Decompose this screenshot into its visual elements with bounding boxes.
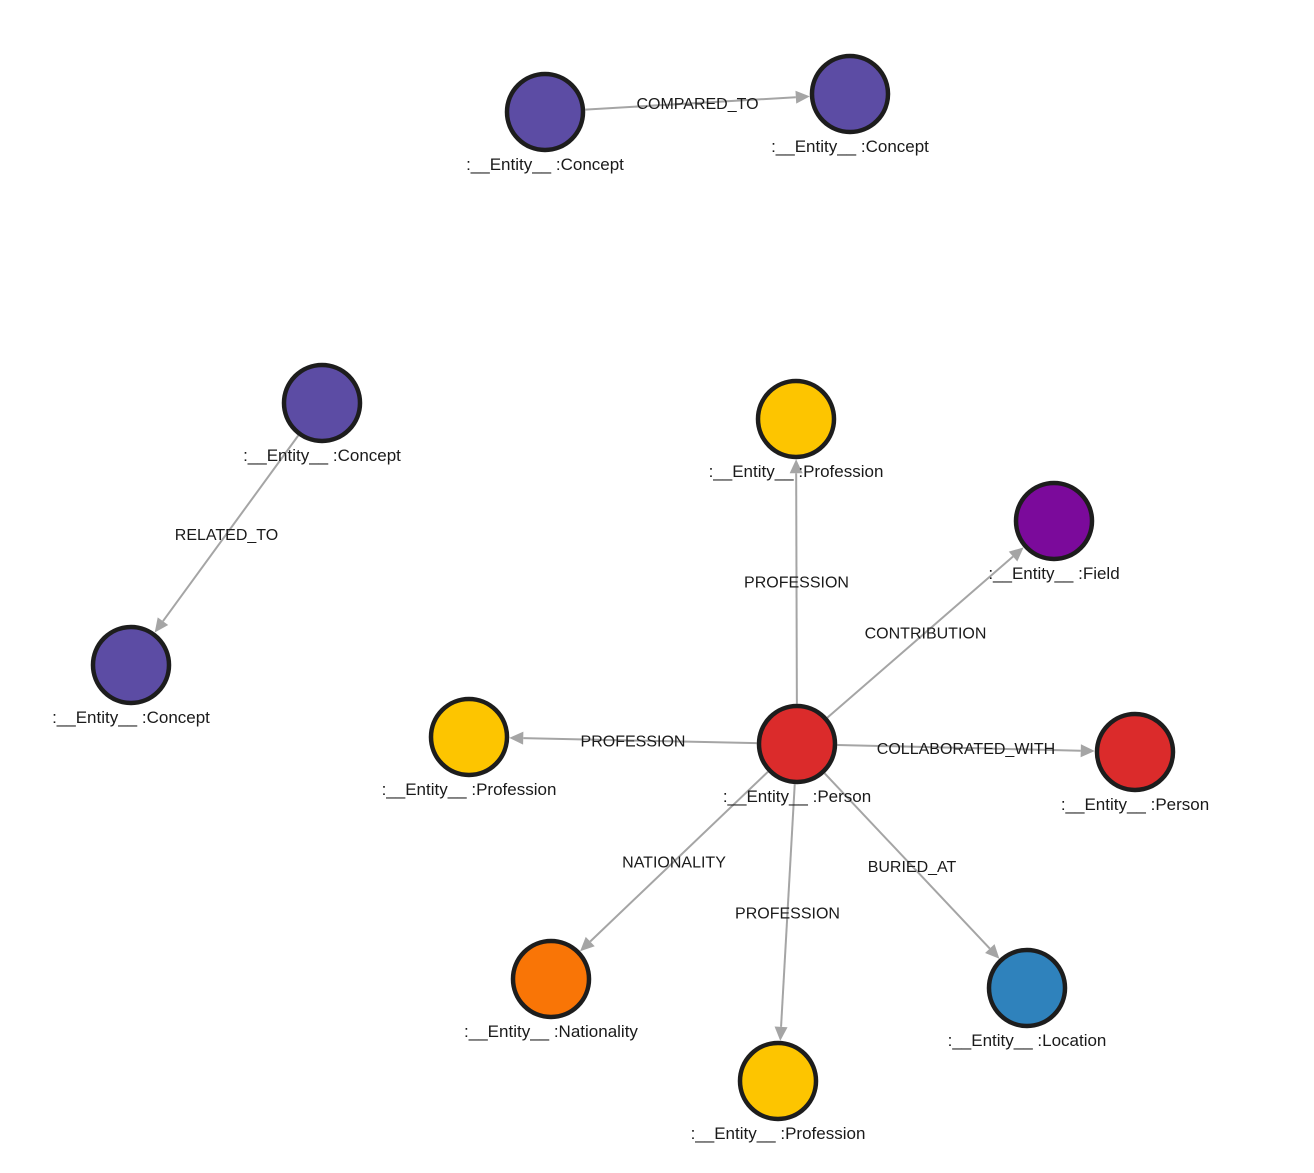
edge-label: RELATED_TO bbox=[175, 527, 278, 544]
node-label-profession-top: :__Entity__ :Profession bbox=[709, 462, 884, 481]
node-profession-bottom[interactable]: :__Entity__ :Profession bbox=[691, 1040, 866, 1143]
node-profession-left[interactable]: :__Entity__ :Profession bbox=[382, 696, 557, 799]
edge-line[interactable] bbox=[826, 555, 1014, 719]
edge-arrowhead-icon bbox=[580, 936, 595, 952]
node-circle-concept-middle[interactable] bbox=[281, 362, 363, 444]
edge-arrowhead-icon bbox=[1080, 744, 1095, 758]
node-circle-location-node[interactable] bbox=[986, 947, 1068, 1029]
node-concept-lower[interactable]: :__Entity__ :Concept bbox=[52, 624, 210, 727]
node-person-center[interactable]: :__Entity__ :Person bbox=[723, 703, 871, 806]
node-concept-top-right[interactable]: :__Entity__ :Concept bbox=[771, 53, 929, 156]
node-label-person-center: :__Entity__ :Person bbox=[723, 787, 871, 806]
edge-buried_at-8[interactable]: BURIED_AT bbox=[823, 772, 1000, 959]
edge-line[interactable] bbox=[795, 473, 798, 704]
node-circle-profession-top[interactable] bbox=[755, 378, 837, 460]
edge-label: COLLABORATED_WITH bbox=[877, 741, 1055, 758]
node-label-concept-top-left: :__Entity__ :Concept bbox=[466, 155, 624, 174]
edge-label: CONTRIBUTION bbox=[865, 626, 987, 643]
node-label-concept-lower: :__Entity__ :Concept bbox=[52, 708, 210, 727]
node-circle-nationality-node[interactable] bbox=[510, 938, 592, 1020]
node-circle-concept-top-right[interactable] bbox=[809, 53, 891, 135]
node-label-profession-bottom: :__Entity__ :Profession bbox=[691, 1124, 866, 1143]
node-circle-person-right[interactable] bbox=[1094, 711, 1176, 793]
edge-label: COMPARED_TO bbox=[636, 96, 758, 113]
node-label-field-right: :__Entity__ :Field bbox=[988, 564, 1119, 583]
edge-related_to-1[interactable]: RELATED_TO bbox=[154, 434, 300, 633]
node-label-concept-middle: :__Entity__ :Concept bbox=[243, 446, 401, 465]
edge-label: PROFESSION bbox=[581, 734, 686, 751]
edge-arrowhead-icon bbox=[985, 944, 1000, 959]
edge-contribution-3[interactable]: CONTRIBUTION bbox=[826, 547, 1024, 719]
node-circle-concept-top-left[interactable] bbox=[504, 71, 586, 153]
edge-label: PROFESSION bbox=[735, 906, 840, 923]
edge-line[interactable] bbox=[585, 96, 796, 111]
node-label-location-node: :__Entity__ :Location bbox=[948, 1031, 1107, 1050]
edge-line[interactable] bbox=[523, 737, 757, 745]
node-label-concept-top-right: :__Entity__ :Concept bbox=[771, 137, 929, 156]
edge-arrowhead-icon bbox=[154, 617, 169, 633]
node-label-nationality-node: :__Entity__ :Nationality bbox=[464, 1022, 638, 1041]
edge-arrowhead-icon bbox=[509, 731, 524, 745]
edge-line[interactable] bbox=[589, 771, 769, 943]
node-label-person-right: :__Entity__ :Person bbox=[1061, 795, 1209, 814]
edge-arrowhead-icon bbox=[789, 459, 803, 474]
edge-label: BURIED_AT bbox=[868, 859, 957, 876]
edge-profession-2[interactable]: PROFESSION bbox=[744, 459, 849, 704]
edge-line[interactable] bbox=[837, 743, 1081, 752]
edge-nationality-6[interactable]: NATIONALITY bbox=[580, 771, 769, 952]
edge-arrowhead-icon bbox=[774, 1026, 788, 1041]
node-circle-concept-lower[interactable] bbox=[90, 624, 172, 706]
edge-line[interactable] bbox=[823, 772, 991, 950]
node-person-right[interactable]: :__Entity__ :Person bbox=[1061, 711, 1209, 814]
edge-line[interactable] bbox=[780, 784, 796, 1027]
node-circle-field-right[interactable] bbox=[1013, 480, 1095, 562]
node-concept-middle[interactable]: :__Entity__ :Concept bbox=[243, 362, 401, 465]
node-circle-profession-left[interactable] bbox=[428, 696, 510, 778]
node-label-profession-left: :__Entity__ :Profession bbox=[382, 780, 557, 799]
node-field-right[interactable]: :__Entity__ :Field bbox=[988, 480, 1120, 583]
edge-line[interactable] bbox=[162, 434, 300, 622]
edge-profession-7[interactable]: PROFESSION bbox=[735, 784, 840, 1041]
edge-arrowhead-icon bbox=[1008, 547, 1024, 562]
edge-collaborated_with-4[interactable]: COLLABORATED_WITH bbox=[837, 741, 1095, 758]
node-location-node[interactable]: :__Entity__ :Location bbox=[948, 947, 1107, 1050]
node-profession-top[interactable]: :__Entity__ :Profession bbox=[709, 378, 884, 481]
edge-label: NATIONALITY bbox=[622, 855, 726, 872]
node-concept-top-left[interactable]: :__Entity__ :Concept bbox=[466, 71, 624, 174]
edge-profession-5[interactable]: PROFESSION bbox=[509, 731, 757, 751]
node-nationality-node[interactable]: :__Entity__ :Nationality bbox=[464, 938, 638, 1041]
node-circle-person-center[interactable] bbox=[756, 703, 838, 785]
node-circle-profession-bottom[interactable] bbox=[737, 1040, 819, 1122]
edge-compared_to-0[interactable]: COMPARED_TO bbox=[585, 90, 810, 113]
edge-arrowhead-icon bbox=[795, 90, 810, 104]
edge-label: PROFESSION bbox=[744, 575, 849, 592]
